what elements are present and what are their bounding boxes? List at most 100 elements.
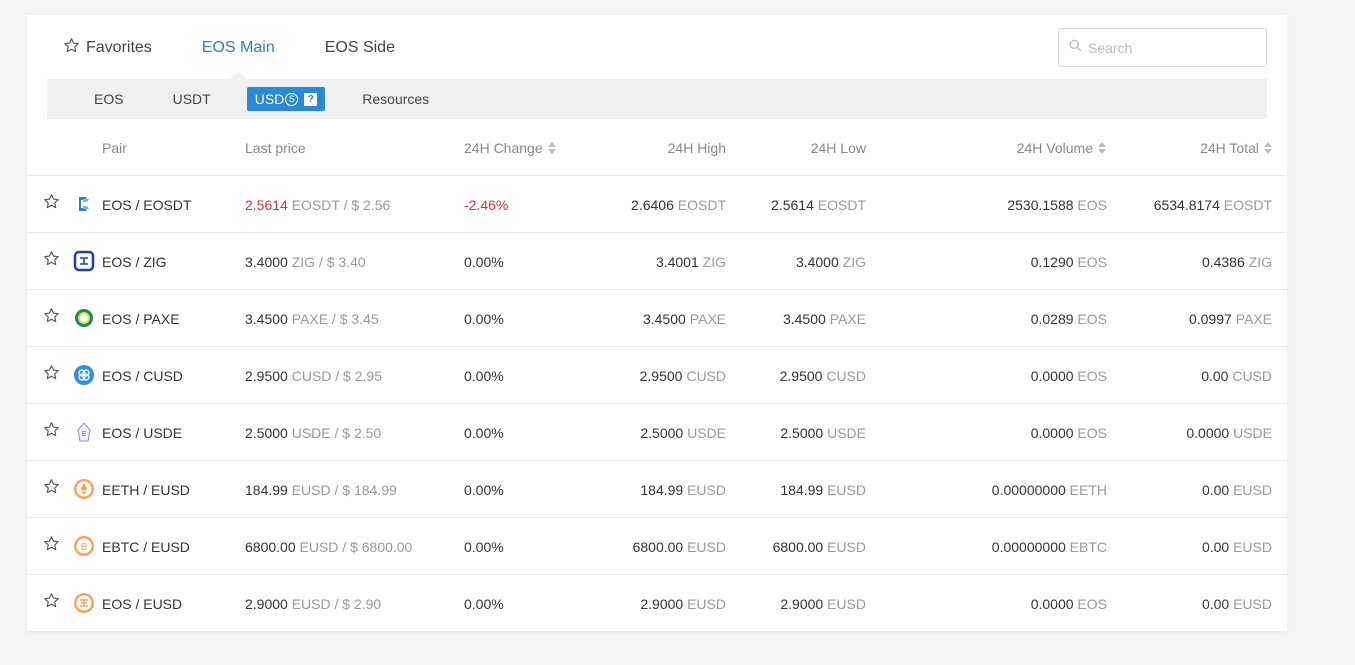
high-cell: 2.6406 EOSDT xyxy=(631,196,726,213)
favorite-star-icon[interactable] xyxy=(43,592,60,614)
last-price-cell: 2.9000 EUSD / $ 2.90 xyxy=(245,595,382,612)
search-input[interactable] xyxy=(1088,39,1258,56)
last-price-cell: 2.5000 USDE / $ 2.50 xyxy=(245,424,382,441)
total-cell: 0.00 EUSD xyxy=(1201,595,1272,612)
subtab-label: Resources xyxy=(362,91,430,107)
star-icon xyxy=(63,37,80,59)
search-box[interactable] xyxy=(1058,28,1267,67)
pair-cell: EOS / CUSD xyxy=(102,367,183,384)
tab-eos-side[interactable]: EOS Side xyxy=(325,37,395,59)
table-row[interactable]: EOS / PAXE 3.4500 PAXE / $ 3.45 0.00% 3.450… xyxy=(27,290,1287,347)
column-24h-low: 24H Low xyxy=(810,139,866,156)
svg-text:E: E xyxy=(82,430,86,438)
pair-cell: EETH / EUSD xyxy=(102,481,190,498)
table-row[interactable]: E EOS / USDE 2.5000 USDE / $ 2.50 0.00% 2.50… xyxy=(27,404,1287,461)
volume-cell: 0.1290 EOS xyxy=(1030,253,1107,270)
pair-cell: EOS / EOSDT xyxy=(102,196,192,213)
main-tabs: Favorites EOS Main EOS Side xyxy=(63,37,445,59)
high-cell: 2.9500 CUSD xyxy=(639,367,726,384)
sort-icon[interactable] xyxy=(547,141,556,154)
column-24h-volume[interactable]: 24H Volume xyxy=(927,119,1106,176)
dollar-coin-icon: S xyxy=(285,92,299,106)
favorite-star-icon[interactable] xyxy=(43,307,60,329)
low-cell: 6800.00 EUSD xyxy=(772,538,866,555)
last-price-cell: 3.4500 PAXE / $ 3.45 xyxy=(245,310,379,327)
tab-favorites[interactable]: Favorites xyxy=(63,37,152,59)
cusd-coin-icon xyxy=(73,364,95,386)
low-cell: 3.4500 PAXE xyxy=(782,310,866,327)
tab-label: EOS Main xyxy=(201,39,275,56)
column-24h-total[interactable]: 24H Total xyxy=(1107,119,1272,176)
favorite-star-icon[interactable] xyxy=(43,364,60,386)
table-row[interactable]: EETH / EUSD 184.99 EUSD / $ 184.99 0.00% 18… xyxy=(27,461,1287,518)
volume-cell: 2530.1588 EOS xyxy=(1007,196,1107,213)
tab-label: Favorites xyxy=(86,39,152,56)
volume-cell: 0.0000 EOS xyxy=(1030,595,1107,612)
market-panel: Favorites EOS Main EOS Side EOS USDT USD… xyxy=(27,15,1287,631)
table-row[interactable]: EOS / EOSDT 2.5614 EOSDT / $ 2.56 -2.46% 2.… xyxy=(27,176,1287,233)
pair-cell: EOS / ZIG xyxy=(102,253,167,270)
last-price-cell: 184.99 EUSD / $ 184.99 xyxy=(245,481,397,498)
paxe-coin-icon xyxy=(73,307,95,329)
help-badge[interactable]: ? xyxy=(304,92,318,106)
low-cell: 2.5614 EOSDT xyxy=(771,196,866,213)
usde-coin-icon: E xyxy=(73,421,95,443)
total-cell: 6534.8174 EOSDT xyxy=(1153,196,1272,213)
change-cell: -2.46% xyxy=(464,196,509,213)
pair-cell: EOS / PAXE xyxy=(102,310,180,327)
low-cell: 2.5000 USDE xyxy=(780,424,866,441)
favorite-star-icon[interactable] xyxy=(43,535,60,557)
change-cell: 0.00% xyxy=(464,424,504,441)
last-price-cell: 2.9500 CUSD / $ 2.95 xyxy=(245,367,382,384)
low-cell: 2.9000 EUSD xyxy=(780,595,866,612)
low-cell: 2.9500 CUSD xyxy=(779,367,866,384)
table-row[interactable]: EOS / ZIG 3.4000 ZIG / $ 3.40 0.00% 3.4001 … xyxy=(27,233,1287,290)
pair-cell: EOS / USDE xyxy=(102,424,183,441)
subtab-eos[interactable]: EOS xyxy=(94,87,124,111)
total-cell: 0.00 EUSD xyxy=(1201,538,1272,555)
change-cell: 0.00% xyxy=(464,253,504,270)
quote-currency-tabs: EOS USDT USD S ? Resources xyxy=(47,79,1267,119)
table-row[interactable]: EOS / CUSD 2.9500 CUSD / $ 2.95 0.00% 2.950… xyxy=(27,347,1287,404)
volume-cell: 0.0000 EOS xyxy=(1030,424,1107,441)
subtab-label: USDT xyxy=(172,91,211,107)
favorite-star-icon[interactable] xyxy=(43,193,60,215)
low-cell: 3.4000 ZIG xyxy=(795,253,866,270)
favorite-star-icon[interactable] xyxy=(43,421,60,443)
sort-icon[interactable] xyxy=(1098,141,1106,154)
table-row[interactable]: B EBTC / EUSD 6800.00 EUSD / $ 6800.00 0.00… xyxy=(27,518,1287,575)
high-cell: 3.4500 PAXE xyxy=(642,310,726,327)
tab-eos-main[interactable]: EOS Main xyxy=(202,37,275,59)
total-cell: 0.0000 USDE xyxy=(1186,424,1272,441)
column-24h-high: 24H High xyxy=(667,139,726,156)
subtab-label: USD xyxy=(254,91,285,107)
eeth-coin-icon xyxy=(73,478,95,500)
subtab-usd[interactable]: USD S ? xyxy=(246,87,326,111)
pairs-table-body: EOS / EOSDT 2.5614 EOSDT / $ 2.56 -2.46% 2.… xyxy=(27,176,1287,632)
total-cell: 0.0997 PAXE xyxy=(1188,310,1272,327)
zig-coin-icon xyxy=(73,250,95,272)
last-price-cell: 6800.00 EUSD / $ 6800.00 xyxy=(245,538,413,555)
last-price-cell: 2.5614 EOSDT / $ 2.56 xyxy=(245,196,391,213)
volume-cell: 0.0000 EOS xyxy=(1030,367,1107,384)
sort-icon[interactable] xyxy=(1264,141,1272,154)
search-icon xyxy=(1069,39,1082,57)
high-cell: 3.4001 ZIG xyxy=(655,253,726,270)
high-cell: 2.5000 USDE xyxy=(640,424,726,441)
svg-text:B: B xyxy=(81,542,88,553)
ebtc-coin-icon: B xyxy=(73,535,95,557)
favorite-star-icon[interactable] xyxy=(43,250,60,272)
subtab-resources[interactable]: Resources xyxy=(362,87,429,111)
subtab-label: EOS xyxy=(94,91,124,107)
subtab-usdt[interactable]: USDT xyxy=(173,87,211,111)
change-cell: 0.00% xyxy=(464,310,504,327)
change-cell: 0.00% xyxy=(464,595,504,612)
volume-cell: 0.00000000 EBTC xyxy=(991,538,1107,555)
high-cell: 2.9000 EUSD xyxy=(640,595,726,612)
favorite-star-icon[interactable] xyxy=(43,478,60,500)
table-header: Pair Last price 24H Change 24H High 24H … xyxy=(27,119,1287,176)
table-row[interactable]: EOS / EUSD 2.9000 EUSD / $ 2.90 0.00% 2.900… xyxy=(27,575,1287,632)
column-last-price: Last price xyxy=(245,139,306,156)
change-cell: 0.00% xyxy=(464,367,504,384)
column-24h-change[interactable]: 24H Change xyxy=(464,119,556,176)
